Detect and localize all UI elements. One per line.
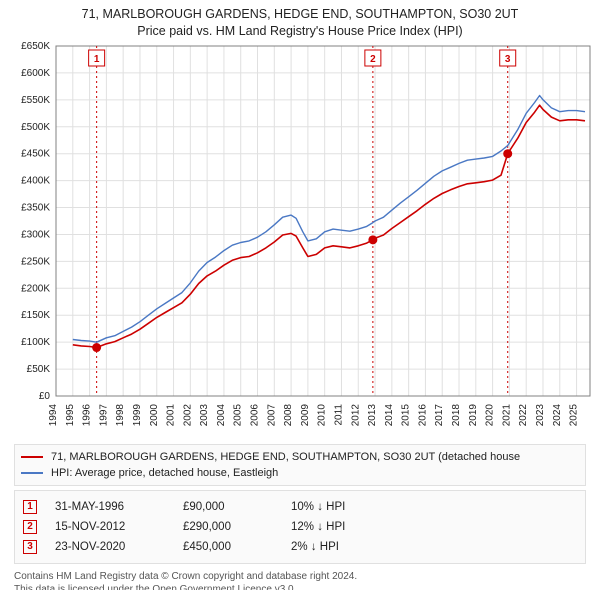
svg-text:1996: 1996 [82, 403, 93, 426]
title-line-1: 71, MARLBOROUGH GARDENS, HEDGE END, SOUT… [0, 6, 600, 23]
svg-text:2: 2 [370, 54, 376, 65]
svg-text:2011: 2011 [333, 403, 344, 425]
svg-text:2001: 2001 [166, 403, 177, 426]
legend-swatch [21, 472, 43, 474]
chart-svg: £0 £50K £100K £150K £200K £250K £300K £350K £400… [0, 40, 600, 440]
svg-text:2009: 2009 [300, 403, 311, 426]
events-table: 1 31-MAY-1996 £90,000 10% ↓ HPI 2 15-NOV-2012… [14, 490, 586, 564]
svg-text:2003: 2003 [199, 403, 210, 426]
legend-row: HPI: Average price, detached house, East… [21, 465, 579, 481]
chart-area: £0 £50K £100K £150K £200K £250K £300K £350K £400… [0, 40, 600, 440]
svg-text:2000: 2000 [149, 403, 160, 426]
svg-text:2002: 2002 [182, 403, 193, 426]
event-row: 3 23-NOV-2020 £450,000 2% ↓ HPI [23, 537, 577, 557]
svg-text:£600K: £600K [21, 68, 50, 79]
svg-text:2012: 2012 [350, 403, 361, 426]
event-row: 2 15-NOV-2012 £290,000 12% ↓ HPI [23, 517, 577, 537]
svg-text:2007: 2007 [266, 403, 277, 426]
svg-text:£150K: £150K [21, 310, 50, 321]
svg-text:1994: 1994 [48, 403, 59, 426]
svg-text:2006: 2006 [250, 403, 261, 426]
svg-text:2016: 2016 [417, 403, 428, 426]
event-marker: 2 [23, 520, 37, 534]
svg-text:£100K: £100K [21, 337, 50, 348]
svg-text:£550K: £550K [21, 95, 50, 106]
svg-text:2005: 2005 [233, 403, 244, 426]
title-line-2: Price paid vs. HM Land Registry's House … [0, 23, 600, 40]
legend-label: 71, MARLBOROUGH GARDENS, HEDGE END, SOUT… [51, 451, 520, 463]
svg-text:£400K: £400K [21, 175, 50, 186]
legend-swatch [21, 456, 43, 458]
svg-text:£250K: £250K [21, 256, 50, 267]
legend: 71, MARLBOROUGH GARDENS, HEDGE END, SOUT… [14, 444, 586, 486]
event-delta: 12% ↓ HPI [291, 521, 345, 533]
svg-text:£450K: £450K [21, 148, 50, 159]
event-row: 1 31-MAY-1996 £90,000 10% ↓ HPI [23, 497, 577, 517]
chart-title: 71, MARLBOROUGH GARDENS, HEDGE END, SOUT… [0, 0, 600, 40]
legend-label: HPI: Average price, detached house, East… [51, 467, 278, 479]
event-price: £290,000 [183, 521, 273, 533]
event-price: £90,000 [183, 501, 273, 513]
footer-line: Contains HM Land Registry data © Crown c… [14, 570, 586, 584]
svg-text:3: 3 [505, 54, 511, 65]
svg-text:1: 1 [94, 54, 100, 65]
svg-text:1997: 1997 [98, 403, 109, 426]
svg-text:£50K: £50K [27, 364, 51, 375]
svg-text:2008: 2008 [283, 403, 294, 426]
svg-text:2023: 2023 [535, 403, 546, 426]
svg-text:2025: 2025 [569, 403, 580, 426]
svg-text:2024: 2024 [552, 403, 563, 426]
svg-text:£500K: £500K [21, 122, 50, 133]
svg-text:2015: 2015 [401, 403, 412, 426]
event-marker: 3 [23, 540, 37, 554]
svg-text:1998: 1998 [115, 403, 126, 426]
footer-line: This data is licensed under the Open Gov… [14, 583, 586, 590]
svg-text:2014: 2014 [384, 403, 395, 426]
svg-text:2017: 2017 [434, 403, 445, 426]
legend-row: 71, MARLBOROUGH GARDENS, HEDGE END, SOUT… [21, 449, 579, 465]
event-price: £450,000 [183, 541, 273, 553]
svg-text:£300K: £300K [21, 229, 50, 240]
svg-text:£350K: £350K [21, 202, 50, 213]
svg-text:2020: 2020 [485, 403, 496, 426]
svg-text:2019: 2019 [468, 403, 479, 426]
event-delta: 10% ↓ HPI [291, 501, 345, 513]
svg-text:2021: 2021 [501, 403, 512, 426]
event-marker: 1 [23, 500, 37, 514]
svg-text:2010: 2010 [317, 403, 328, 426]
svg-text:1999: 1999 [132, 403, 143, 426]
svg-text:1995: 1995 [65, 403, 76, 426]
svg-text:2004: 2004 [216, 403, 227, 426]
svg-text:£650K: £650K [21, 41, 50, 52]
event-date: 23-NOV-2020 [55, 541, 165, 553]
svg-text:2018: 2018 [451, 403, 462, 426]
event-date: 15-NOV-2012 [55, 521, 165, 533]
event-date: 31-MAY-1996 [55, 501, 165, 513]
svg-text:£200K: £200K [21, 283, 50, 294]
footer: Contains HM Land Registry data © Crown c… [14, 570, 586, 590]
svg-text:2013: 2013 [367, 403, 378, 426]
svg-text:2022: 2022 [518, 403, 529, 426]
event-delta: 2% ↓ HPI [291, 541, 339, 553]
svg-text:£0: £0 [39, 391, 51, 402]
